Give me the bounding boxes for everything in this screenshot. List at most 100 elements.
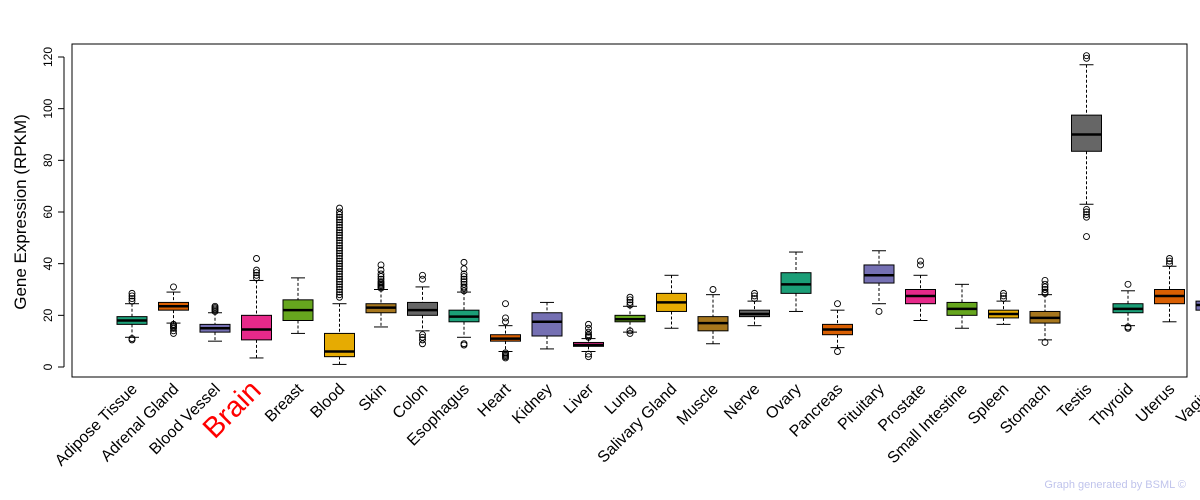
outlier-point — [585, 324, 592, 332]
outlier-point — [336, 249, 343, 257]
box-skin — [365, 261, 397, 328]
outlier-point — [626, 293, 634, 301]
outlier-point — [585, 328, 592, 336]
x-label-lung: Lung — [602, 381, 639, 418]
outlier-point — [336, 242, 343, 250]
box-colon — [407, 271, 438, 348]
outlier-point — [170, 283, 177, 291]
outlier-point — [751, 292, 758, 300]
box-brain — [241, 255, 272, 359]
outlier-point — [336, 273, 343, 281]
outlier-point — [253, 274, 260, 282]
box-liver — [573, 320, 604, 361]
outlier-point — [336, 278, 343, 286]
outlier-point — [1124, 280, 1132, 288]
outlier-point — [419, 331, 426, 339]
outlier-point — [1083, 52, 1090, 60]
outlier-point — [336, 244, 343, 252]
outlier-point — [834, 300, 841, 308]
outlier-point — [336, 283, 343, 291]
outlier-point — [336, 260, 343, 268]
outlier-point — [253, 271, 260, 279]
plot-frame — [71, 43, 1188, 378]
box-kidney — [531, 301, 563, 350]
outlier-point — [336, 213, 343, 221]
box-testis — [1071, 52, 1102, 240]
iqr-box — [241, 314, 272, 341]
outlier-point — [336, 280, 343, 288]
outlier-point — [419, 271, 426, 279]
box-stomach — [1029, 277, 1061, 346]
outlier-point — [1041, 280, 1049, 288]
outlier-point — [253, 266, 260, 274]
outlier-point — [460, 265, 468, 273]
outlier-point — [128, 292, 136, 300]
y-tick-label: 40 — [41, 257, 55, 271]
outlier-point — [336, 234, 343, 242]
outlier-point — [502, 300, 509, 308]
box-nerve — [739, 289, 770, 327]
outlier-point — [1166, 260, 1173, 268]
outlier-point — [1000, 292, 1007, 300]
iqr-box — [407, 301, 438, 316]
x-label-skin: Skin — [356, 381, 390, 415]
outlier-point — [211, 302, 219, 310]
outlier-point — [585, 331, 592, 339]
outlier-point — [1124, 323, 1132, 331]
outlier-point — [460, 287, 468, 295]
box-breast — [282, 277, 314, 334]
outlier-point — [460, 275, 468, 283]
y-axis: Gene Expression (RPKM) — [11, 114, 30, 310]
outlier-point — [336, 288, 343, 296]
y-tick-label: 60 — [41, 205, 55, 219]
outlier-point — [377, 261, 385, 269]
outlier-point — [585, 350, 592, 358]
outlier-point — [336, 224, 343, 231]
outlier-point — [336, 270, 343, 278]
box-small-intestine — [946, 283, 978, 329]
x-label-uterus: Uterus — [1133, 381, 1178, 426]
x-label-nerve: Nerve — [721, 381, 763, 423]
box-thyroid — [1112, 280, 1144, 332]
x-label-thyroid: Thyroid — [1087, 381, 1137, 431]
outlier-point — [336, 204, 343, 212]
outlier-point — [1083, 213, 1090, 221]
outlier-point — [1041, 283, 1049, 291]
outlier-point — [460, 270, 468, 278]
outlier-point — [128, 335, 136, 343]
outlier-point — [336, 239, 343, 247]
outlier-point — [128, 297, 136, 305]
outlier-point — [1166, 255, 1173, 262]
y-tick-label: 0 — [41, 363, 55, 370]
box-prostate — [905, 257, 936, 321]
box-pancreas — [822, 300, 853, 355]
box-blood — [324, 204, 355, 365]
x-label-breast: Breast — [262, 380, 307, 425]
outlier-point — [626, 301, 634, 309]
outlier-point — [626, 298, 634, 306]
y-tick-label: 80 — [41, 153, 55, 167]
outlier-point — [460, 283, 468, 291]
outlier-point — [336, 229, 343, 237]
outlier-point — [626, 329, 634, 337]
outlier-point — [709, 286, 717, 293]
outlier-point — [460, 258, 468, 266]
boxes — [116, 52, 1200, 365]
outlier-point — [336, 211, 343, 219]
box-pituitary — [863, 250, 895, 315]
outlier-point — [336, 216, 343, 224]
y-axis-label: Gene Expression (RPKM) — [11, 114, 30, 310]
outlier-point — [128, 295, 136, 302]
outlier-point — [502, 318, 509, 326]
outlier-point — [419, 340, 426, 348]
outlier-point — [1041, 277, 1049, 284]
outlier-point — [377, 273, 385, 281]
outlier-point — [502, 349, 509, 357]
outlier-point — [419, 333, 426, 341]
x-label-vagina: Vagina — [1173, 381, 1200, 427]
outlier-point — [336, 267, 343, 275]
box-salivary-gland — [656, 274, 687, 329]
box-adrenal-gland — [158, 283, 189, 337]
